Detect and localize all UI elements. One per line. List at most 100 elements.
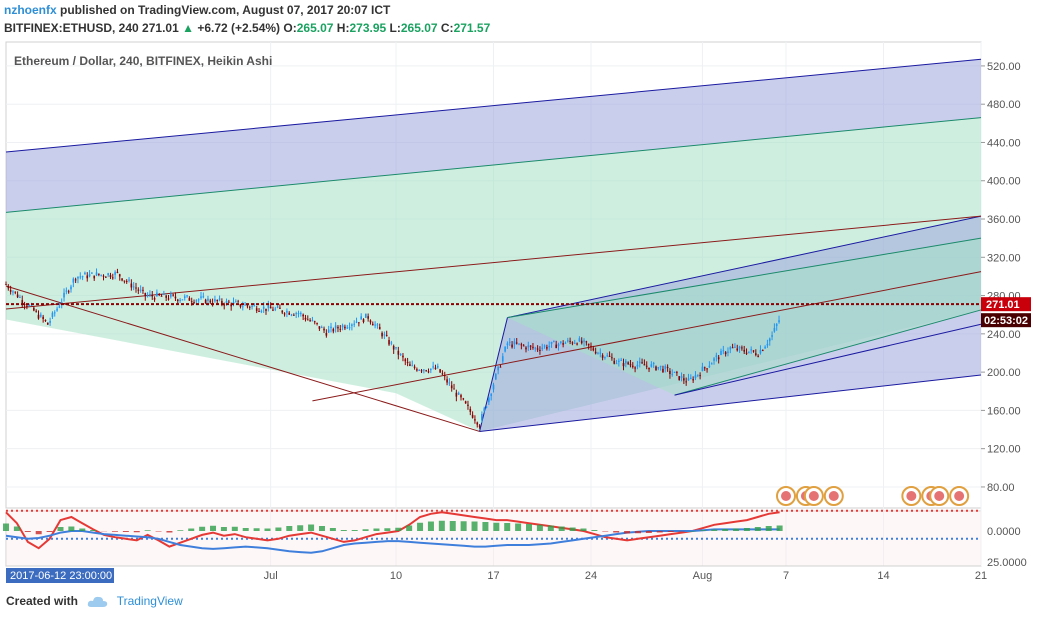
oscillator-histogram-bar xyxy=(711,529,718,531)
candle-down xyxy=(420,370,423,372)
candle-up xyxy=(146,295,149,297)
candle-up xyxy=(353,323,356,325)
candle-up xyxy=(181,299,184,301)
candle-down xyxy=(627,362,629,364)
candle-down xyxy=(643,364,646,366)
tradingview-link[interactable]: TradingView xyxy=(116,594,183,608)
candle-down xyxy=(209,300,212,303)
candle-down xyxy=(699,375,701,377)
candle-down xyxy=(16,294,19,298)
candle-down xyxy=(669,370,671,375)
candle-down xyxy=(385,334,388,336)
candle-up xyxy=(244,304,246,306)
candle-down xyxy=(592,348,595,351)
candle-up xyxy=(615,363,618,365)
candle-down xyxy=(471,414,474,418)
oscillator-histogram-bar xyxy=(765,526,772,531)
candle-down xyxy=(258,311,260,313)
oscillator-histogram-bar xyxy=(678,531,685,532)
candle-up xyxy=(650,364,653,367)
oscillator-histogram-bar xyxy=(656,531,663,533)
candle-down xyxy=(116,271,119,273)
candle-down xyxy=(239,304,242,307)
oscillator-red-line xyxy=(5,511,780,550)
candle-down xyxy=(283,313,286,315)
candle-up xyxy=(411,365,414,367)
candle-up xyxy=(53,312,56,314)
candle-down xyxy=(272,309,274,311)
candle-down xyxy=(174,296,177,299)
candle-down xyxy=(33,307,35,311)
candle-up xyxy=(149,293,151,295)
close-label: C: xyxy=(440,21,454,35)
candle-up xyxy=(504,346,506,352)
lower-channel-bottom-line xyxy=(674,323,982,396)
candle-up xyxy=(604,357,606,359)
oscillator-histogram-bar xyxy=(460,521,467,531)
candle-up xyxy=(490,394,492,396)
candle-down xyxy=(325,332,328,336)
candle-down xyxy=(453,388,455,390)
author-link[interactable]: nzhoenfx xyxy=(4,3,57,17)
oscillator-histogram-bar xyxy=(438,520,445,531)
candle-down xyxy=(158,293,161,296)
candle-up xyxy=(91,272,93,274)
candle-up xyxy=(481,414,483,421)
candle-up xyxy=(527,345,530,348)
oscillator-histogram-bar xyxy=(733,528,740,531)
candle-down xyxy=(246,305,249,307)
oscillator-histogram-bar xyxy=(90,530,97,531)
oscillator-histogram-bar xyxy=(264,528,271,531)
candle-up xyxy=(694,375,697,378)
candle-down xyxy=(288,312,291,315)
candle-down xyxy=(160,295,163,297)
y-tick-label: 400.00 xyxy=(987,176,1021,188)
candle-up xyxy=(179,299,181,301)
candle-up xyxy=(241,306,244,308)
candle-down xyxy=(522,345,525,347)
candle-up xyxy=(374,324,376,326)
candle-up xyxy=(235,301,237,303)
candle-down xyxy=(476,422,479,425)
candle-up xyxy=(560,341,562,343)
candle-down xyxy=(279,307,281,309)
trend-line xyxy=(5,215,982,310)
event-flag-icon-inner xyxy=(934,491,945,501)
created-with-text: Created with xyxy=(6,594,79,608)
candle-down xyxy=(645,365,648,367)
candle-up xyxy=(606,355,609,357)
candle-down xyxy=(499,366,502,368)
oscillator-histogram-bar xyxy=(667,531,674,532)
candle-up xyxy=(163,293,165,295)
candle-down xyxy=(511,344,513,348)
candle-down xyxy=(362,319,365,323)
candle-up xyxy=(680,376,683,378)
candle-down xyxy=(167,298,170,300)
candle-up xyxy=(436,366,439,368)
symbol-text: BITFINEX:ETHUSD, 240 xyxy=(4,21,139,35)
candle-up xyxy=(274,308,277,310)
candle-down xyxy=(293,314,295,316)
candle-down xyxy=(42,316,44,320)
candle-down xyxy=(111,277,114,279)
oscillator-histogram-bar xyxy=(580,528,587,531)
oscillator-histogram-bar xyxy=(776,525,783,531)
candle-down xyxy=(23,304,26,306)
oscillator-histogram-bar xyxy=(613,531,620,533)
candle-up xyxy=(49,320,51,323)
event-flag-icon-inner xyxy=(808,491,819,501)
candle-up xyxy=(70,286,72,290)
candle-down xyxy=(706,368,708,370)
candle-up xyxy=(773,327,776,332)
x-tick-label: 7 xyxy=(783,570,789,582)
candle-down xyxy=(228,301,230,303)
candle-up xyxy=(778,320,780,323)
oscillator-histogram-bar xyxy=(406,525,413,531)
candle-up xyxy=(365,313,367,318)
lower-channel-upper-line xyxy=(507,215,982,319)
candle-up xyxy=(759,349,762,354)
oscillator-histogram-bar xyxy=(362,529,369,531)
candle-down xyxy=(590,345,592,347)
candle-down xyxy=(443,375,446,377)
candle-down xyxy=(469,408,472,412)
